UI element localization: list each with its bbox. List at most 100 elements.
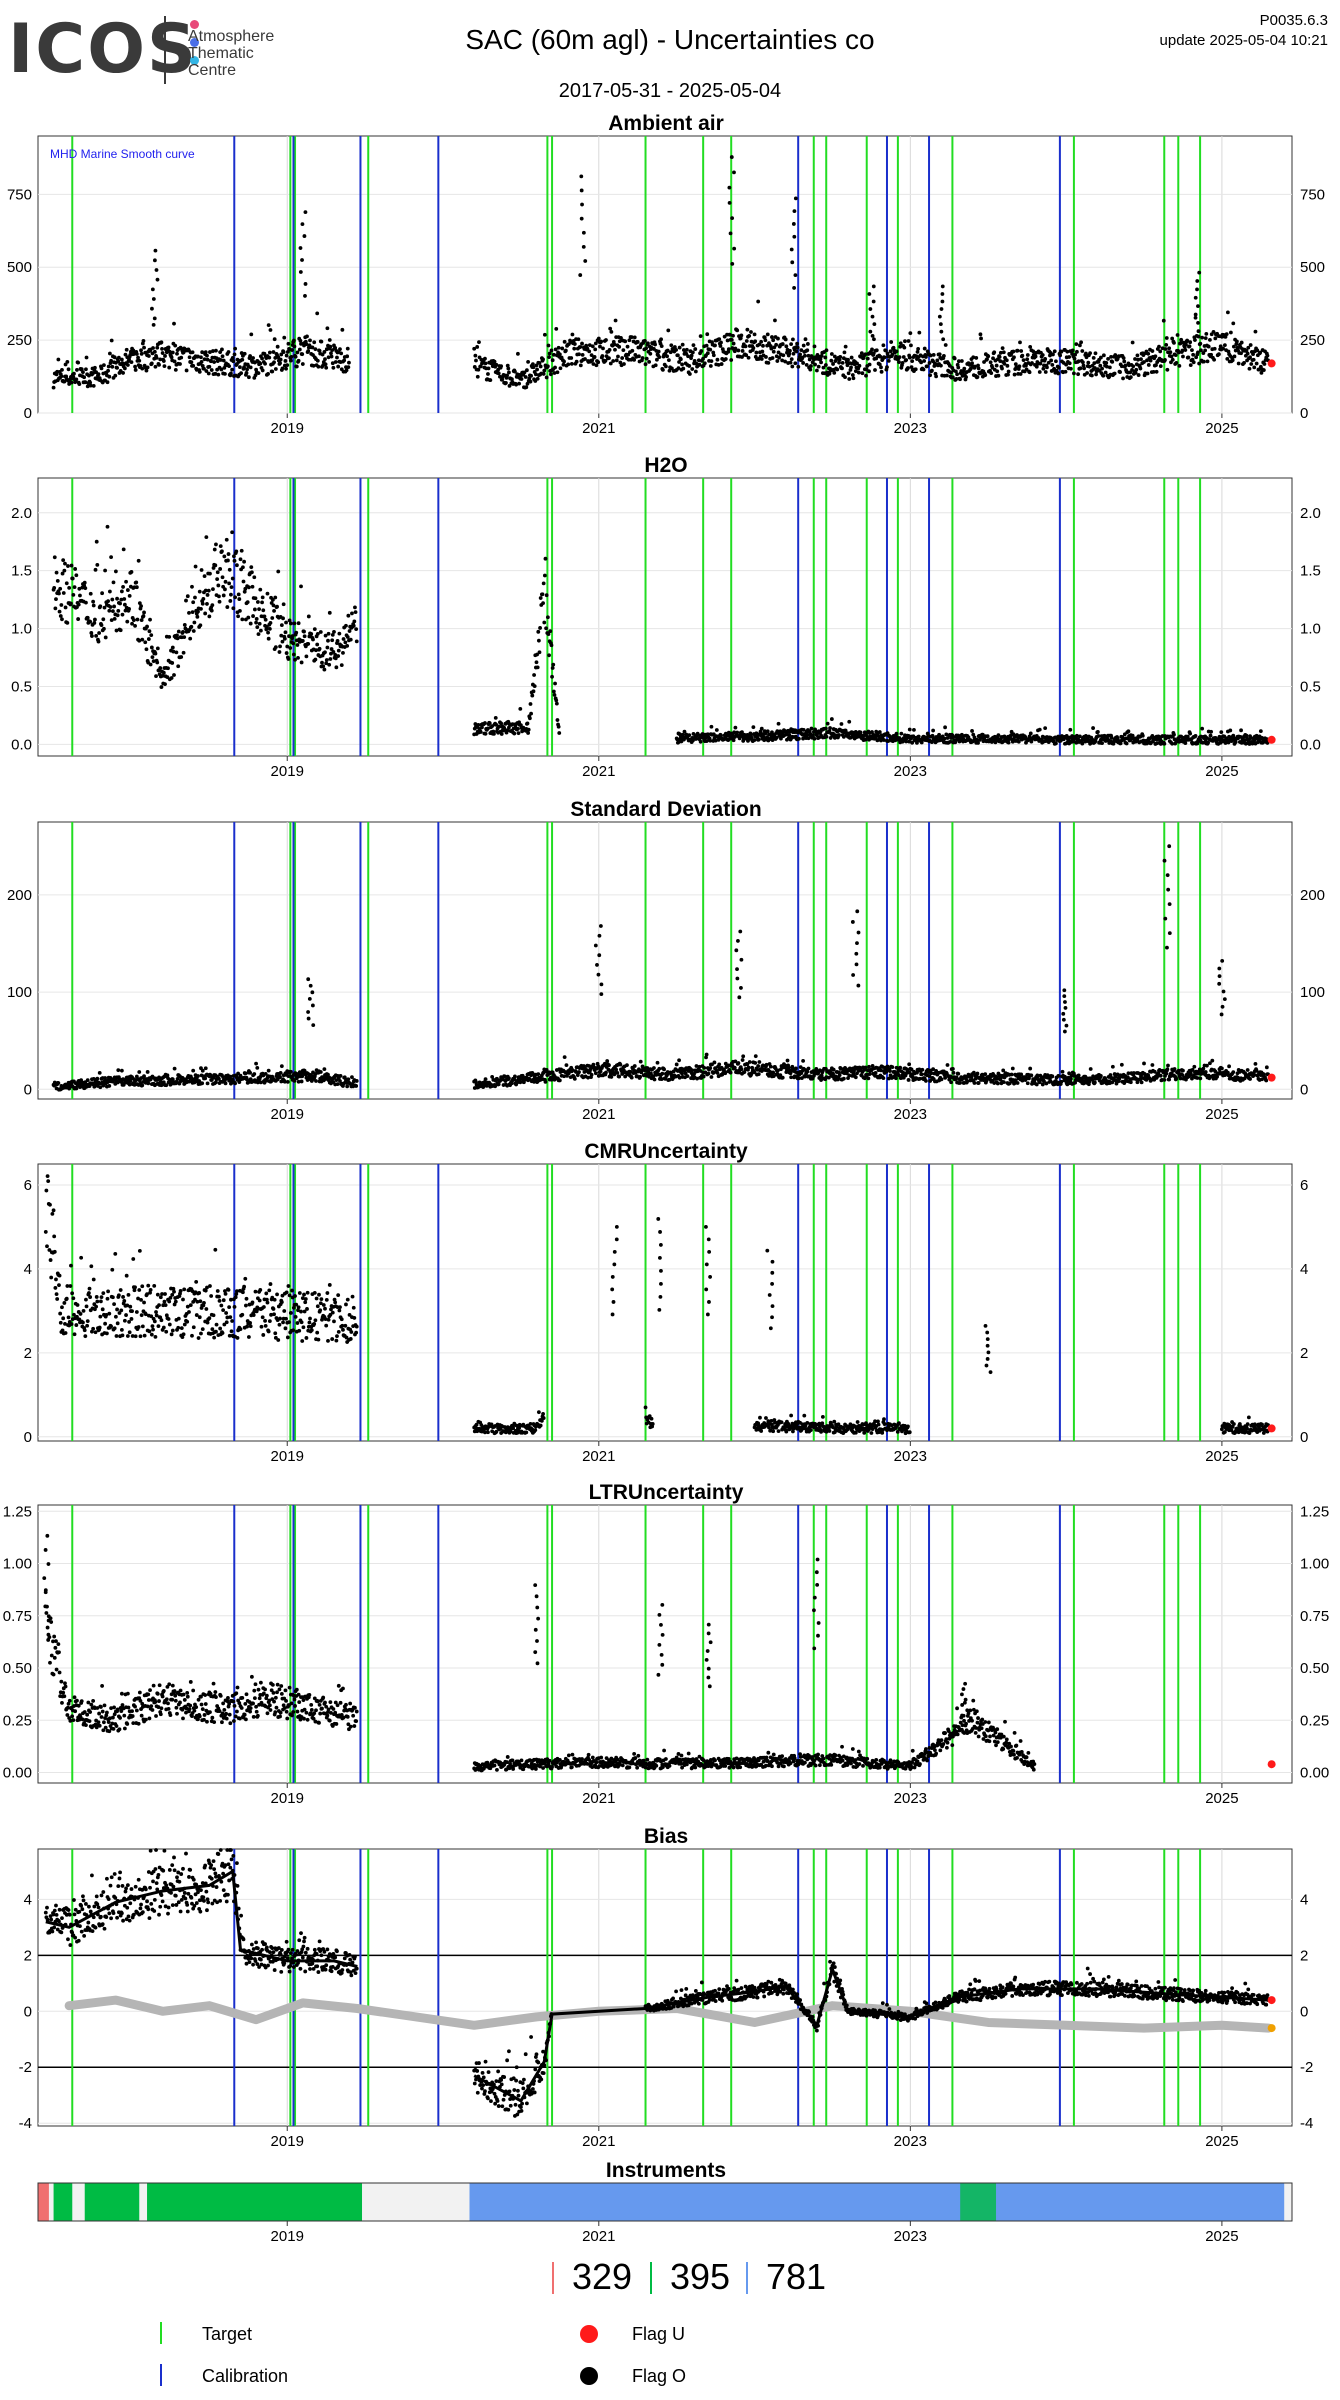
data-point [473, 353, 478, 358]
data-point [705, 332, 710, 337]
data-point [504, 381, 508, 385]
data-point [741, 1054, 746, 1059]
spike-point [793, 273, 798, 278]
panel-frame [37, 135, 1293, 414]
data-point [299, 660, 304, 665]
data-point [281, 616, 285, 621]
data-point [1172, 732, 1176, 737]
data-point [1258, 729, 1263, 734]
data-point [162, 364, 167, 369]
data-point [284, 366, 288, 371]
data-point [545, 364, 550, 369]
x-tick-label: 2023 [894, 763, 927, 780]
data-point [728, 1070, 733, 1075]
data-point [105, 380, 110, 385]
data-point [943, 725, 947, 730]
data-point [638, 1074, 643, 1079]
data-point [1091, 726, 1095, 730]
spike-point [583, 259, 588, 263]
data-point [1208, 733, 1213, 738]
data-point [1018, 340, 1022, 345]
data-point [514, 382, 519, 387]
data-point [88, 619, 93, 624]
data-point [263, 617, 268, 622]
spike-point [941, 337, 946, 342]
data-point [115, 596, 119, 601]
data-point [166, 345, 171, 350]
data-point [529, 373, 533, 378]
data-point [519, 377, 524, 381]
data-point [347, 360, 351, 365]
data-point [1234, 339, 1239, 344]
data-point [507, 383, 512, 388]
data-point [292, 621, 297, 626]
data-point [526, 727, 531, 732]
data-point [321, 664, 326, 669]
data-point [205, 357, 210, 362]
data-point [538, 364, 543, 369]
data-point [95, 1076, 100, 1081]
y-tick-label-right: 200 [1300, 887, 1325, 904]
data-point [51, 385, 56, 390]
data-point [667, 368, 672, 373]
data-point [592, 355, 597, 359]
data-point [1146, 363, 1151, 367]
data-point [217, 599, 222, 604]
data-point [1205, 359, 1210, 364]
data-point [843, 344, 848, 349]
data-point [125, 363, 130, 367]
data-point [137, 358, 142, 363]
data-point [152, 349, 157, 354]
data-point [644, 356, 649, 361]
data-point [1040, 353, 1045, 357]
data-point [684, 347, 689, 352]
data-point [877, 362, 882, 367]
data-point [907, 355, 912, 360]
spike-point [939, 329, 944, 334]
data-point [335, 638, 340, 643]
data-point [115, 366, 119, 370]
data-point [1198, 341, 1203, 346]
data-point [262, 614, 267, 619]
data-point [488, 378, 493, 382]
data-point [345, 354, 350, 359]
data-point [1228, 330, 1233, 335]
data-point [477, 340, 481, 345]
data-point [1164, 342, 1169, 347]
data-point [803, 337, 808, 342]
data-point [331, 365, 336, 370]
data-point [894, 349, 899, 354]
data-point [121, 547, 126, 552]
data-point [1091, 355, 1096, 360]
data-point [1213, 336, 1218, 341]
data-point [691, 343, 696, 348]
data-point [201, 596, 206, 601]
data-point [281, 602, 286, 607]
data-point [1247, 366, 1252, 371]
data-point [101, 617, 106, 622]
y-tick-label-left: 200 [7, 887, 32, 904]
data-point [227, 581, 232, 586]
data-point [170, 350, 175, 355]
data-point [84, 600, 88, 605]
data-point [793, 361, 798, 366]
data-point [897, 355, 902, 360]
data-point [867, 362, 872, 367]
data-point [229, 371, 233, 376]
data-point [250, 584, 255, 589]
panel-title: Standard Deviation [570, 798, 761, 821]
data-point [931, 728, 936, 733]
data-point [898, 1065, 903, 1070]
data-point [885, 365, 889, 370]
data-point [906, 1078, 911, 1082]
data-point [897, 360, 901, 364]
data-point [843, 375, 847, 380]
data-point [220, 354, 225, 359]
data-point [1168, 350, 1173, 355]
data-point [1017, 364, 1022, 369]
data-point [577, 352, 581, 357]
data-point [115, 613, 120, 618]
data-point [527, 716, 532, 721]
data-point [939, 363, 943, 368]
